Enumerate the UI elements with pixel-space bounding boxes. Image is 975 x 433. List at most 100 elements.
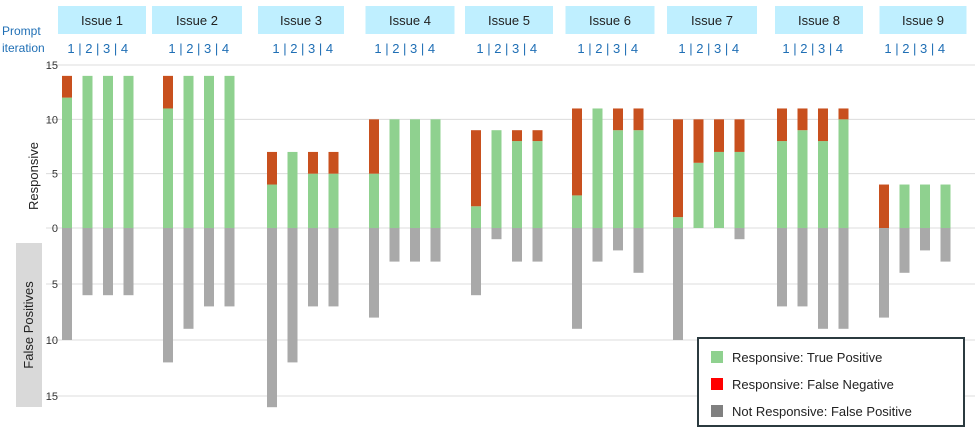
- bar-true-positive: [592, 108, 603, 228]
- bar-false-negative: [532, 130, 543, 142]
- bar-false-positive: [62, 228, 72, 340]
- bar-false-negative: [777, 108, 787, 142]
- legend-swatch-false-negative: [711, 378, 723, 390]
- bar-true-positive: [224, 75, 235, 228]
- bar-false-positive: [204, 228, 214, 307]
- bar-false-positive: [224, 228, 235, 307]
- bar-true-positive: [818, 141, 828, 228]
- issue-headers: Issue 1 Issue 2 Issue 3 Issue 4 Issue 5 Issue…: [58, 6, 967, 34]
- legend-swatch-false-positive: [711, 405, 723, 417]
- bars: [62, 75, 951, 408]
- bar-false-positive: [369, 228, 379, 318]
- bar-false-positive: [163, 228, 173, 363]
- legend-item-false-positive: Not Responsive: False Positive: [711, 403, 912, 419]
- bar-false-positive: [838, 228, 849, 329]
- bar-false-positive: [183, 228, 194, 329]
- bar-false-positive: [920, 228, 930, 251]
- issue-header-box: [465, 6, 553, 34]
- false-positives-label-background: [16, 243, 42, 407]
- bar-false-positive: [777, 228, 787, 307]
- bar-true-positive: [308, 173, 318, 228]
- bar-true-positive: [62, 97, 72, 228]
- bar-true-positive: [369, 173, 379, 228]
- bar-false-positive: [103, 228, 113, 296]
- bar-true-positive: [693, 162, 704, 228]
- issue-header-label: Issue 9: [902, 13, 944, 28]
- bar-false-positive: [267, 228, 277, 408]
- issue-header-label: Issue 7: [691, 13, 733, 28]
- legend-item-false-negative: Responsive: False Negative: [711, 376, 894, 392]
- prompt-iteration-label-line2: iteration: [2, 41, 45, 55]
- bar-false-negative: [62, 75, 72, 98]
- bar-true-positive: [714, 151, 724, 228]
- bar-false-positive: [471, 228, 481, 296]
- issue-header-box: [565, 6, 655, 34]
- bar-false-negative: [818, 108, 828, 142]
- iteration-label: 1 | 2 | 3 | 4: [476, 41, 537, 56]
- iteration-label: 1 | 2 | 3 | 4: [67, 41, 128, 56]
- gridlines: [46, 64, 975, 397]
- bar-false-positive: [613, 228, 623, 251]
- iteration-label: 1 | 2 | 3 | 4: [678, 41, 739, 56]
- bar-true-positive: [123, 75, 134, 228]
- bar-false-positive: [82, 228, 93, 296]
- bar-false-negative: [512, 130, 522, 142]
- bar-true-positive: [920, 184, 930, 228]
- legend-label-true-positive: Responsive: True Positive: [732, 349, 883, 365]
- issue-header-label: Issue 4: [389, 13, 431, 28]
- bar-false-positive: [572, 228, 582, 329]
- bar-true-positive: [491, 130, 502, 228]
- y-tick-label: 15: [46, 391, 58, 403]
- bar-true-positive: [838, 119, 849, 228]
- issue-header-label: Issue 3: [280, 13, 322, 28]
- issue-header-box: [258, 6, 344, 34]
- y-tick-label: 10: [46, 335, 58, 347]
- y-axis-title-responsive: Responsive: [26, 142, 41, 210]
- iteration-label: 1 | 2 | 3 | 4: [168, 41, 229, 56]
- issue-header-label: Issue 1: [81, 13, 123, 28]
- bar-false-negative: [267, 151, 277, 185]
- bar-false-positive: [673, 228, 683, 340]
- bar-false-negative: [308, 151, 318, 174]
- bar-false-negative: [734, 119, 745, 152]
- bar-false-positive: [592, 228, 603, 262]
- bar-true-positive: [82, 75, 93, 228]
- y-tick-label: 5: [52, 279, 58, 291]
- bar-false-positive: [940, 228, 951, 262]
- issue-header-box: [879, 6, 967, 34]
- iteration-label: 1 | 2 | 3 | 4: [884, 41, 945, 56]
- bar-false-positive: [287, 228, 298, 363]
- bar-true-positive: [777, 141, 787, 228]
- bar-false-negative: [369, 119, 379, 174]
- bar-false-negative: [328, 151, 339, 174]
- issue-header-box: [365, 6, 455, 34]
- bar-false-negative: [838, 108, 849, 120]
- legend: Responsive: True Positive Responsive: Fa…: [697, 337, 965, 427]
- bar-false-negative: [633, 108, 644, 131]
- iteration-label: 1 | 2 | 3 | 4: [272, 41, 333, 56]
- bar-false-positive: [797, 228, 808, 307]
- bar-false-positive: [899, 228, 910, 273]
- bar-true-positive: [940, 184, 951, 228]
- bar-true-positive: [204, 75, 214, 228]
- bar-true-positive: [183, 75, 194, 228]
- bar-true-positive: [673, 217, 683, 228]
- legend-label-false-negative: Responsive: False Negative: [732, 376, 894, 392]
- bar-true-positive: [613, 130, 623, 228]
- bar-false-positive: [430, 228, 441, 262]
- bar-false-positive: [818, 228, 828, 329]
- bar-true-positive: [103, 75, 113, 228]
- bar-true-positive: [410, 119, 420, 228]
- bar-false-negative: [797, 108, 808, 131]
- y-tick-label: 15: [46, 60, 58, 72]
- bar-false-negative: [693, 119, 704, 163]
- bar-true-positive: [633, 130, 644, 228]
- iteration-label: 1 | 2 | 3 | 4: [374, 41, 435, 56]
- bar-true-positive: [389, 119, 400, 228]
- bar-false-negative: [471, 130, 481, 207]
- bar-true-positive: [899, 184, 910, 228]
- bar-false-positive: [389, 228, 400, 262]
- y-tick-labels: 0 5 10 15 5 10 15: [46, 60, 58, 403]
- bar-false-negative: [572, 108, 582, 196]
